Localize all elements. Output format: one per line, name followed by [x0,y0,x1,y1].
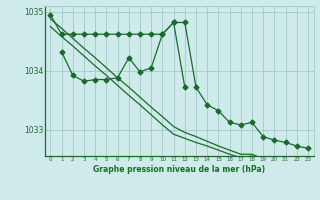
X-axis label: Graphe pression niveau de la mer (hPa): Graphe pression niveau de la mer (hPa) [93,165,265,174]
